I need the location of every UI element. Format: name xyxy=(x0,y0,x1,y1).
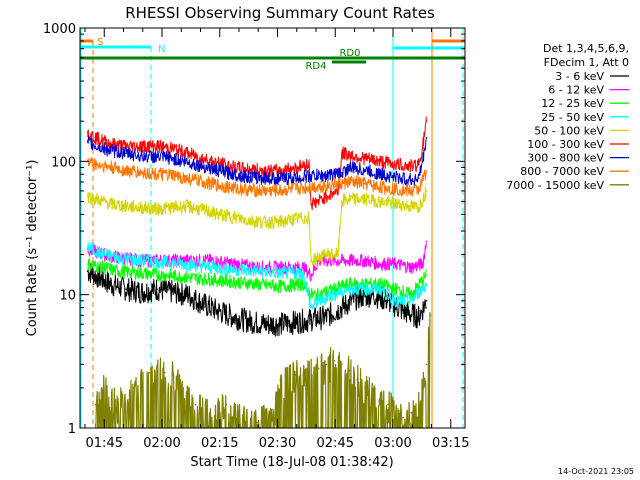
legend-label: 800 - 7000 keV xyxy=(520,165,604,178)
data-point xyxy=(425,240,428,243)
legend-label: 3 - 6 keV xyxy=(555,70,604,83)
x-tick-label: 02:15 xyxy=(201,436,238,451)
data-point xyxy=(348,288,351,290)
night-label: N xyxy=(158,44,165,55)
legend: Det 1,3,4,5,6,9, FDecim 1, Att 0 3 - 6 k… xyxy=(506,42,629,192)
series-300-800kev xyxy=(86,136,428,187)
series-line xyxy=(87,242,427,310)
y-tick-label: 1 xyxy=(68,422,76,437)
series-25-50kev xyxy=(86,242,428,310)
x-tick-label: 03:15 xyxy=(432,436,469,451)
data-point xyxy=(125,152,127,155)
y-tick-label: 1000 xyxy=(43,22,76,37)
series-3-6kev xyxy=(86,263,428,337)
legend-header-line-1: Det 1,3,4,5,6,9, xyxy=(543,42,629,55)
data-point xyxy=(425,299,428,302)
axes-group: 1 10 100 1000 01:45 02:00 02:15 02:30 02:45 03:00… xyxy=(43,22,470,451)
data-point xyxy=(317,367,320,370)
data-point xyxy=(425,274,428,276)
legend-label: 25 - 50 keV xyxy=(541,111,604,124)
x-tick-label: 02:30 xyxy=(259,436,296,451)
data-point xyxy=(325,363,328,366)
series-line xyxy=(87,263,427,337)
data-point xyxy=(402,416,405,419)
series-group xyxy=(86,116,432,429)
data-point xyxy=(425,363,428,366)
legend-label: 50 - 100 keV xyxy=(534,124,604,137)
saa-label: S xyxy=(97,37,103,48)
data-point xyxy=(294,218,297,220)
legend-header-line-2: FDecim 1, Att 0 xyxy=(544,56,629,69)
legend-label: 7000 - 15000 keV xyxy=(506,179,604,192)
legend-label: 100 - 300 keV xyxy=(527,138,604,151)
rd4-label: RD4 xyxy=(305,61,326,72)
data-point xyxy=(425,137,428,139)
legend-label: 12 - 25 keV xyxy=(541,97,604,110)
rd0-label: RD0 xyxy=(339,48,360,59)
data-point xyxy=(410,299,412,302)
data-point xyxy=(187,263,189,265)
y-axis-label: Count Rate (s⁻¹ detector⁻¹) xyxy=(25,160,40,337)
data-point xyxy=(125,288,127,290)
data-point xyxy=(194,403,197,406)
plot-frame xyxy=(79,27,466,429)
series-50-100kev xyxy=(86,186,428,266)
y-tick-label: 100 xyxy=(51,155,76,170)
data-point xyxy=(117,270,120,272)
x-axis-label: Start Time (18-Jul-08 01:38:42) xyxy=(190,455,393,470)
series-line xyxy=(87,156,427,198)
series-line xyxy=(87,136,427,187)
data-point xyxy=(210,266,212,269)
x-tick-label: 02:00 xyxy=(143,436,180,451)
series-line xyxy=(87,116,427,211)
y-tick-label: 10 xyxy=(59,289,76,304)
series-line xyxy=(87,186,427,266)
legend-label: 300 - 800 keV xyxy=(527,152,604,165)
chart-title: RHESSI Observing Summary Count Rates xyxy=(125,4,435,22)
x-tick-label: 03:00 xyxy=(374,436,411,451)
x-tick-label: 02:45 xyxy=(317,436,354,451)
x-tick-label: 01:45 xyxy=(86,436,123,451)
data-point xyxy=(425,169,428,172)
series-line xyxy=(87,258,427,302)
data-point xyxy=(410,412,412,414)
status-bars: N S RD0 RD4 xyxy=(80,28,465,428)
data-point xyxy=(110,203,112,205)
legend-label: 6 - 12 keV xyxy=(548,84,604,97)
data-point xyxy=(341,172,343,174)
timestamp: 14-Oct-2021 23:05 xyxy=(558,467,634,476)
series-100-300kev xyxy=(86,116,428,211)
